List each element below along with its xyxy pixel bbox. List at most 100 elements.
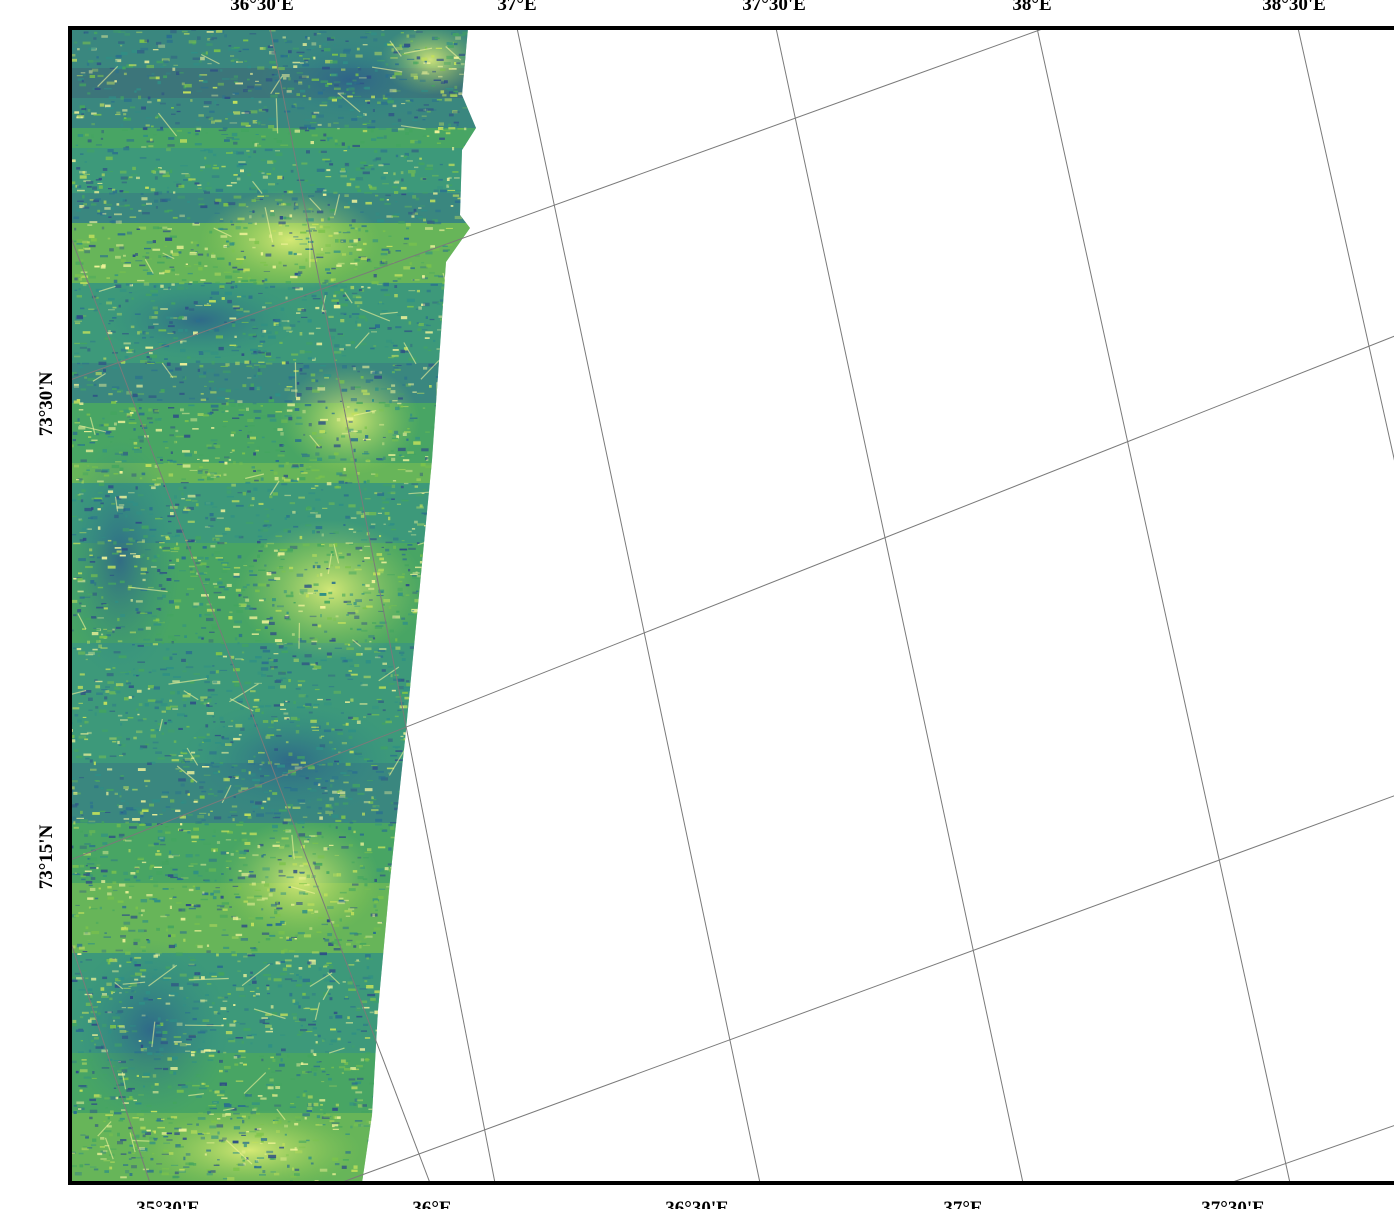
swath-speckle [113,1028,116,1030]
swath-speckle [114,80,117,83]
swath-speckle [224,321,227,323]
swath-speckle [103,628,108,630]
swath-speckle [362,453,370,455]
swath-speckle [333,444,341,448]
swath-speckle [235,896,241,899]
swath-speckle [79,845,87,849]
swath-speckle [97,586,104,589]
swath-speckle [296,1074,301,1077]
swath-speckle [300,470,304,473]
swath-speckle [377,492,385,496]
swath-speckle [170,1164,179,1166]
swath-speckle [396,503,401,505]
swath-speckle [287,642,293,645]
swath-speckle [160,668,167,671]
swath-speckle [425,331,433,334]
swath-speckle [302,409,306,414]
swath-speckle [78,572,83,575]
swath-speckle [162,546,170,550]
swath-speckle [200,169,203,172]
swath-speckle [323,133,327,137]
swath-speckle [162,230,171,233]
swath-speckle [295,1119,301,1121]
swath-speckle [225,282,233,284]
swath-speckle [229,867,232,870]
swath-speckle [153,686,160,690]
swath-speckle [77,943,83,948]
swath-speckle [371,138,377,141]
swath-speckle [219,285,225,289]
swath-speckle [128,349,134,353]
swath-speckle [371,32,377,36]
swath-speckle [137,435,144,439]
swath-speckle [195,821,198,824]
swath-speckle [365,584,370,587]
swath-speckle [384,202,391,205]
swath-speckle [102,842,108,845]
swath-speckle [214,585,218,589]
swath-speckle [350,788,358,792]
swath-speckle [89,554,93,557]
swath-speckle [299,535,303,540]
swath-speckle [154,484,159,487]
swath-speckle [128,986,132,987]
swath-speckle [346,614,349,616]
swath-speckle [405,99,410,102]
swath-speckle [223,1103,230,1106]
swath-speckle [87,241,90,244]
swath-speckle [160,698,164,701]
swath-speckle [283,77,287,80]
swath-speckle [290,1175,297,1178]
swath-speckle [401,617,406,620]
swath-speckle [355,185,360,189]
swath-speckle [281,650,288,653]
swath-speckle [194,923,200,925]
swath-speckle [222,737,229,740]
swath-speckle [375,387,379,391]
swath-speckle [330,921,335,924]
swath-speckle [252,334,257,338]
swath-speckle [319,816,323,820]
swath-speckle [179,770,183,772]
swath-speckle [122,939,126,943]
swath-speckle [119,1030,127,1033]
swath-speckle [140,509,145,511]
swath-speckle [168,635,175,639]
swath-speckle [141,1016,148,1019]
swath-speckle [129,896,132,899]
swath-speckle [98,709,107,713]
swath-speckle [391,354,399,358]
swath-speckle [194,930,202,932]
swath-speckle [320,573,323,577]
swath-speckle [138,209,142,212]
swath-speckle [268,571,277,574]
swath-speckle [230,78,238,80]
swath-speckle [140,899,148,903]
swath-speckle [298,1140,307,1143]
swath-speckle [338,1066,346,1069]
swath-speckle [284,1133,287,1136]
swath-speckle [307,961,312,965]
swath-speckle [198,114,204,117]
swath-speckle [131,410,137,412]
swath-speckle [299,640,307,643]
swath-speckle [210,476,216,478]
swath-speckle [78,1152,84,1155]
swath-speckle [395,750,403,752]
swath-speckle [195,944,204,947]
swath-speckle [187,356,191,359]
swath-speckle [260,667,269,671]
swath-speckle [289,232,293,234]
swath-speckle [195,1095,202,1098]
swath-speckle [356,177,364,181]
swath-speckle [101,1049,108,1053]
swath-speckle [86,528,92,530]
swath-speckle [179,931,187,934]
swath-speckle [229,242,235,246]
swath-speckle [348,735,353,739]
swath-speckle [130,325,135,329]
swath-speckle [289,992,293,997]
swath-speckle [214,119,222,123]
swath-speckle [113,279,118,283]
